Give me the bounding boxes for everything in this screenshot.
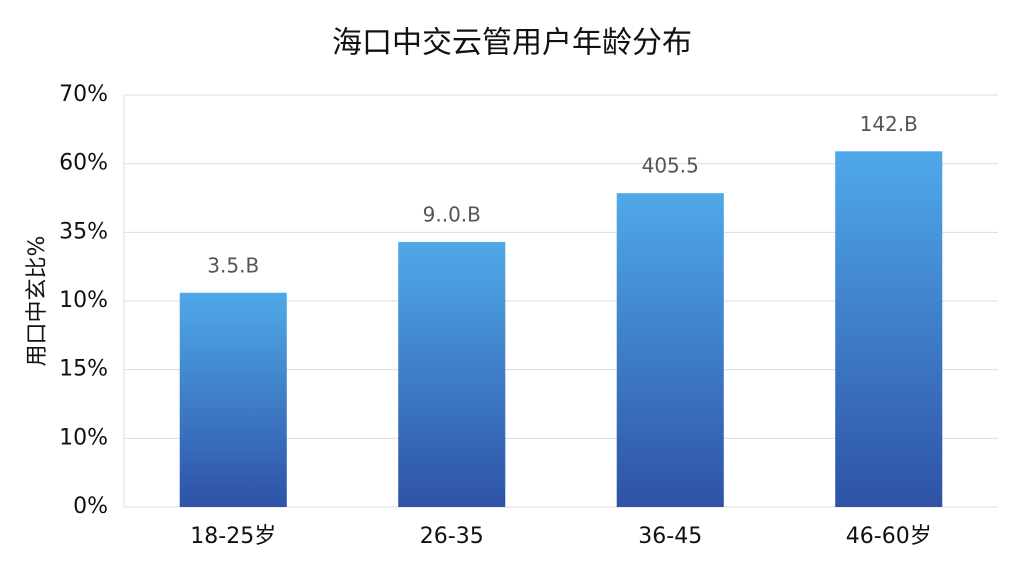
bar [616, 193, 724, 507]
bar [179, 292, 287, 507]
y-tick-label: 15% [59, 357, 108, 382]
data-label: 405.5 [642, 154, 699, 178]
x-tick-label: 36-45 [638, 524, 702, 549]
y-tick-label: 70% [59, 82, 108, 107]
y-tick-label: 35% [59, 219, 108, 244]
bar [835, 151, 943, 507]
y-tick-label: 0% [73, 494, 108, 519]
bar [398, 241, 506, 508]
y-axis-label: 用口中玄比% [25, 236, 50, 367]
data-label: 3.5.B [207, 253, 259, 277]
x-tick-label: 26-35 [420, 524, 484, 549]
x-tick-label: 18-25岁 [190, 524, 276, 549]
x-tick-label: 46-60岁 [846, 524, 932, 549]
data-label: 9..0.B [423, 202, 481, 226]
y-tick-label: 60% [59, 151, 108, 176]
data-label: 142.B [860, 112, 918, 136]
chart-title: 海口中交云管用户年龄分布 [332, 26, 692, 61]
y-tick-label: 10% [59, 425, 108, 450]
y-tick-label: 10% [59, 288, 108, 313]
